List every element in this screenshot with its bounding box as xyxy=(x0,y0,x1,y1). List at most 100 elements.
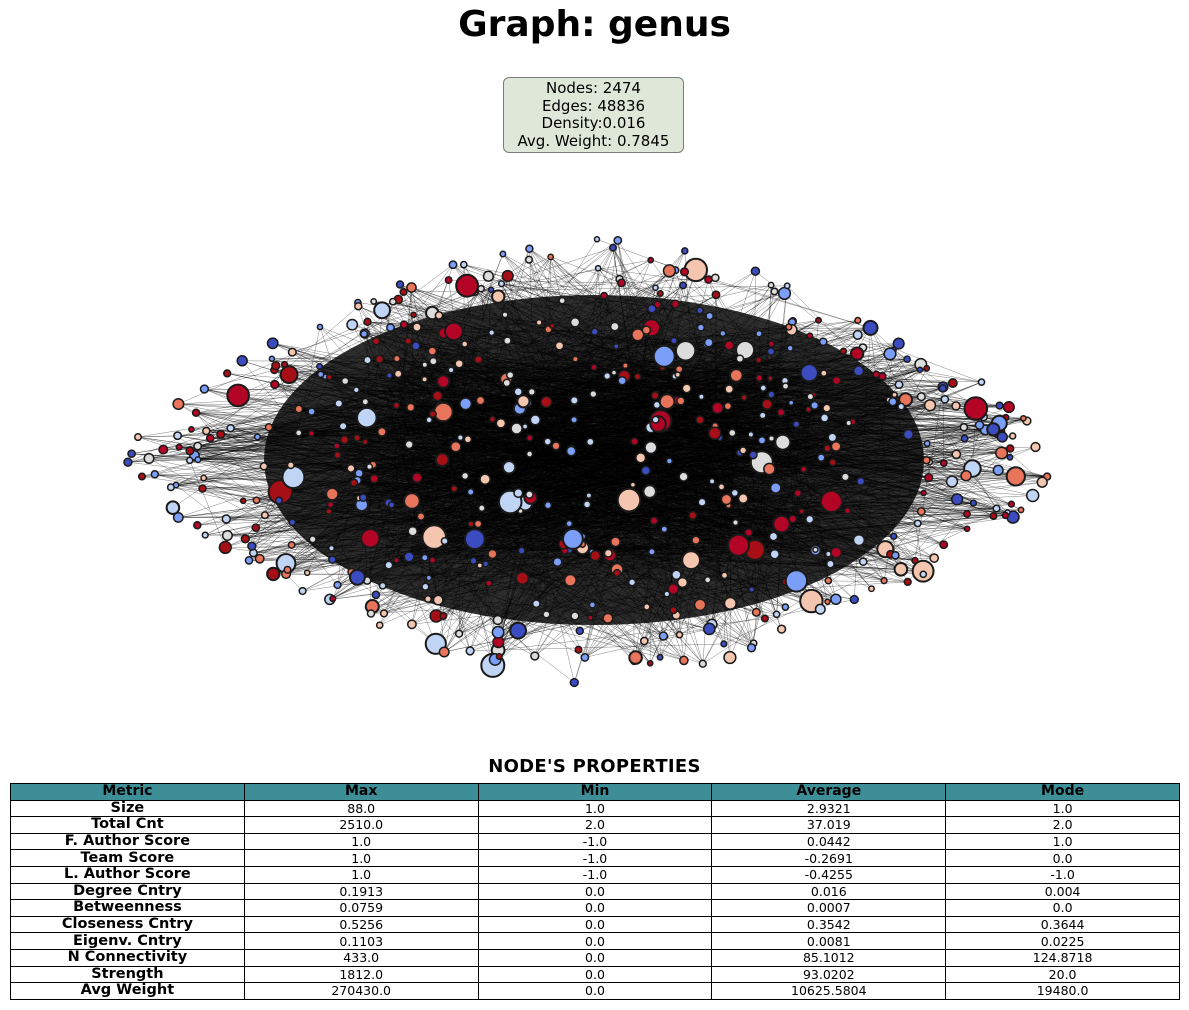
graph-node xyxy=(646,659,654,667)
cell-metric: F. Author Score xyxy=(10,832,245,851)
edges-layer xyxy=(127,239,1048,683)
cell-metric: Degree Cntry xyxy=(10,882,245,901)
graph-node xyxy=(403,551,415,563)
graph-node xyxy=(730,488,740,498)
graph-node xyxy=(193,520,202,530)
graph-node xyxy=(658,393,676,410)
graph-node xyxy=(767,374,774,382)
graph-node xyxy=(191,408,201,418)
graph-node xyxy=(387,501,396,509)
cell-average: 0.016 xyxy=(711,882,947,901)
cell-average: -0.4255 xyxy=(711,865,947,884)
cell-min: 0.0 xyxy=(477,948,713,967)
graph-node xyxy=(369,473,379,484)
graph-node xyxy=(582,500,592,509)
cell-min: 0.0 xyxy=(477,899,713,917)
graph-node xyxy=(767,340,776,348)
graph-node xyxy=(510,422,523,435)
graph-node xyxy=(815,316,822,324)
column-header-metric: Metric xyxy=(10,783,245,801)
graph-node xyxy=(463,528,486,551)
graph-node xyxy=(679,655,689,666)
graph-node xyxy=(316,323,324,331)
graph-node xyxy=(872,370,881,379)
graph-node xyxy=(824,598,831,605)
graph-node xyxy=(226,423,235,433)
cell-mode: 19480.0 xyxy=(945,982,1180,1000)
graph-node xyxy=(580,652,590,662)
graph-node xyxy=(205,433,215,443)
cell-max: 0.1103 xyxy=(243,932,479,950)
graph-node xyxy=(755,329,763,338)
graph-node xyxy=(717,483,726,491)
graph-node xyxy=(172,397,185,411)
graph-node xyxy=(919,570,928,579)
graph-node xyxy=(218,540,232,555)
graph-node xyxy=(294,429,303,437)
graph-node xyxy=(366,609,376,618)
graph-node xyxy=(551,441,561,451)
graph-node xyxy=(333,580,342,590)
graph-node xyxy=(647,547,656,556)
table-header-row: Metric Max Min Average Mode xyxy=(10,783,1180,801)
graph-node xyxy=(831,375,842,386)
graph-node xyxy=(920,489,927,497)
graph-node xyxy=(338,421,348,431)
graph-node xyxy=(828,458,837,467)
graph-node xyxy=(392,354,401,363)
graph-node xyxy=(676,396,686,406)
cell-average: 0.3542 xyxy=(711,915,947,934)
graph-node xyxy=(858,557,868,567)
graph-node xyxy=(425,574,433,582)
graph-node xyxy=(497,280,506,288)
table-body: Size 88.0 1.0 2.9321 1.0 Total Cnt 2510.0 2.0 37… xyxy=(10,799,1180,1000)
cell-mode: 0.004 xyxy=(945,882,1180,901)
graph-node xyxy=(723,340,735,351)
graph-node xyxy=(827,432,838,443)
graph-node xyxy=(1005,444,1015,453)
graph-node xyxy=(748,450,758,460)
graph-node xyxy=(325,507,333,516)
graph-node xyxy=(223,369,232,378)
cell-mode: 0.0 xyxy=(945,849,1180,867)
graph-node xyxy=(660,525,669,534)
graph-node xyxy=(759,384,768,392)
table-row: Degree Cntry 0.1913 0.0 0.016 0.004 xyxy=(10,882,1180,901)
graph-node xyxy=(945,475,959,488)
cell-min: 0.0 xyxy=(477,932,713,950)
graph-node xyxy=(221,529,233,542)
graph-node xyxy=(488,328,496,337)
graph-node xyxy=(199,384,210,394)
graph-node xyxy=(723,401,733,411)
graph-node xyxy=(535,318,543,327)
graph-node xyxy=(652,344,676,368)
graph-node xyxy=(806,332,814,340)
graph-node xyxy=(287,347,297,357)
graph-node xyxy=(476,562,484,569)
graph-node xyxy=(137,472,147,481)
graph-node xyxy=(393,556,400,564)
column-header-max: Max xyxy=(243,783,479,801)
graph-node xyxy=(270,379,280,390)
graph-node xyxy=(259,462,269,471)
graph-node xyxy=(922,455,931,465)
graph-node xyxy=(656,290,664,297)
graph-node xyxy=(562,528,584,550)
graph-node xyxy=(361,438,369,446)
graph-node xyxy=(194,456,202,464)
graph-node xyxy=(374,354,385,364)
graph-node xyxy=(589,389,598,399)
graph-node xyxy=(236,355,248,367)
graph-node xyxy=(399,287,408,297)
graph-node xyxy=(524,255,534,264)
graph-node xyxy=(424,595,432,603)
table-row: Total Cnt 2510.0 2.0 37.019 2.0 xyxy=(10,816,1180,834)
graph-node xyxy=(849,594,859,605)
graph-node xyxy=(738,446,748,455)
graph-node xyxy=(923,440,931,447)
graph-node xyxy=(703,576,712,584)
graph-node xyxy=(635,452,647,464)
graph-node xyxy=(495,417,507,429)
table-row: Betweenness 0.0759 0.0 0.0007 0.0 xyxy=(10,899,1180,917)
graph-node xyxy=(974,420,985,430)
